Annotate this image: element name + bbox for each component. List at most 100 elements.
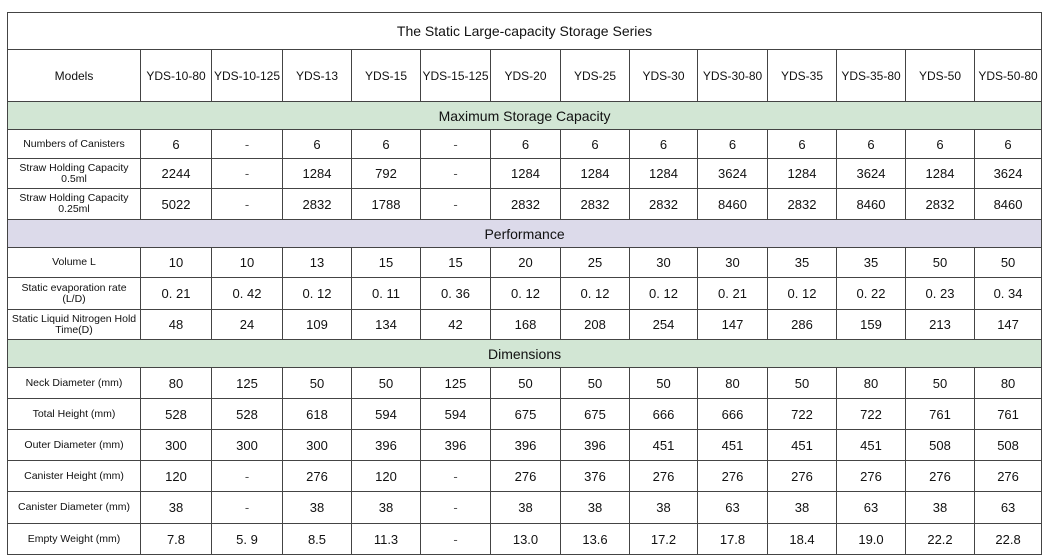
table-cell: 50 [905,247,975,278]
table-cell: 396 [420,429,491,461]
table-cell: 50 [973,247,1043,278]
row-label: Outer Diameter (mm) [7,429,141,461]
model-header: YDS-15-125 [420,49,491,102]
table-cell: - [211,491,283,524]
table-cell: - [211,188,283,220]
table-cell: 396 [490,429,561,461]
table-cell: 15 [351,247,421,278]
model-header: YDS-30 [629,49,698,102]
table-cell: - [420,523,491,555]
row-label: Empty Weight (mm) [7,523,141,555]
table-cell: 109 [282,309,352,340]
table-cell: 276 [629,460,698,492]
table-cell: 147 [697,309,768,340]
table-cell: 1284 [282,158,352,189]
table-cell: 666 [697,398,768,430]
table-cell: 276 [905,460,975,492]
table-cell: 2832 [629,188,698,220]
table-cell: 0. 34 [973,277,1043,310]
table-cell: 0. 12 [767,277,837,310]
table-cell: - [420,188,491,220]
table-cell: 254 [629,309,698,340]
table-cell: 80 [836,367,906,399]
table-row: Straw Holding Capacity 0.5ml 2244-1284 792… [7,158,1043,189]
table-cell: 50 [351,367,421,399]
table-cell: 38 [767,491,837,524]
model-header: YDS-35-80 [836,49,906,102]
table-cell: 63 [973,491,1043,524]
title-row: The Static Large-capacity Storage Series [6,12,1043,50]
table-cell: 2832 [767,188,837,220]
table-cell: 6 [836,129,906,159]
table-cell: 0. 21 [140,277,212,310]
section-header-row: Maximum Storage Capacity [6,101,1043,130]
model-header: YDS-35 [767,49,837,102]
table-cell: 3624 [697,158,768,189]
table-cell: 0. 12 [490,277,561,310]
table-cell: 6 [973,129,1043,159]
table-cell: 11.3 [351,523,421,555]
model-header: YDS-50-80 [973,49,1043,102]
table-row: Static evaporation rate (L/D) 0. 21 0. 42 0… [7,277,1043,310]
table-cell: 3624 [836,158,906,189]
table-cell: 1788 [351,188,421,220]
table-cell: 528 [140,398,212,430]
table-cell: 30 [629,247,698,278]
table-cell: 451 [767,429,837,461]
table-cell: 13.6 [560,523,630,555]
table-cell: 15 [420,247,491,278]
model-header: YDS-10-80 [140,49,212,102]
spec-table-container: The Static Large-capacity Storage Series… [6,12,1043,555]
table-cell: 13.0 [490,523,561,555]
row-label: Straw Holding Capacity 0.5ml [7,158,141,189]
table-cell: 666 [629,398,698,430]
table-cell: 35 [836,247,906,278]
table-cell: 17.2 [629,523,698,555]
table-row: Canister Height (mm) 120-276 120-276 376 276… [7,460,1043,492]
table-cell: 6 [490,129,561,159]
model-header: YDS-15 [351,49,421,102]
table-cell: 0. 21 [697,277,768,310]
table-cell: 80 [697,367,768,399]
table-cell: 159 [836,309,906,340]
section-title: Dimensions [6,339,1043,368]
table-cell: 594 [420,398,491,430]
table-cell: 18.4 [767,523,837,555]
models-label: Models [7,49,141,102]
table-cell: 276 [836,460,906,492]
row-label: Canister Height (mm) [7,460,141,492]
table-cell: 147 [973,309,1043,340]
table-cell: 3624 [973,158,1043,189]
table-row: Neck Diameter (mm) 80 125 50 50 125 50 50 50 80 50… [7,367,1043,399]
table-cell: 276 [973,460,1043,492]
table-cell: 50 [767,367,837,399]
table-row: Total Height (mm) 528 528 618 594 594 675 675 66… [7,398,1043,430]
table-cell: 451 [697,429,768,461]
table-cell: 5. 9 [211,523,283,555]
row-label: Canister Diameter (mm) [7,491,141,524]
table-cell: 134 [351,309,421,340]
model-header: YDS-10-125 [211,49,283,102]
table-cell: 528 [211,398,283,430]
table-row: Static Liquid Nitrogen Hold Time(D) 48 24 1… [7,309,1043,340]
table-cell: 120 [140,460,212,492]
table-cell: 10 [140,247,212,278]
table-cell: - [420,460,491,492]
table-cell: 276 [490,460,561,492]
table-cell: 761 [905,398,975,430]
table-row: Canister Diameter (mm) 38-38 38-38 38 38 63 38… [7,491,1043,524]
table-cell: 38 [629,491,698,524]
section-title: Performance [6,219,1043,248]
table-cell: 451 [629,429,698,461]
table-cell: 276 [282,460,352,492]
row-label: Static evaporation rate (L/D) [7,277,141,310]
table-cell: 20 [490,247,561,278]
table-cell: 6 [905,129,975,159]
models-row: Models YDS-10-80 YDS-10-125 YDS-13 YDS-15 YD… [7,49,1043,102]
table-cell: 125 [211,367,283,399]
table-row: Empty Weight (mm) 7.8 5. 9 8.5 11.3-13.0 13.6… [7,523,1043,555]
table-cell: 125 [420,367,491,399]
table-cell: 208 [560,309,630,340]
table-cell: 6 [560,129,630,159]
table-cell: 63 [836,491,906,524]
